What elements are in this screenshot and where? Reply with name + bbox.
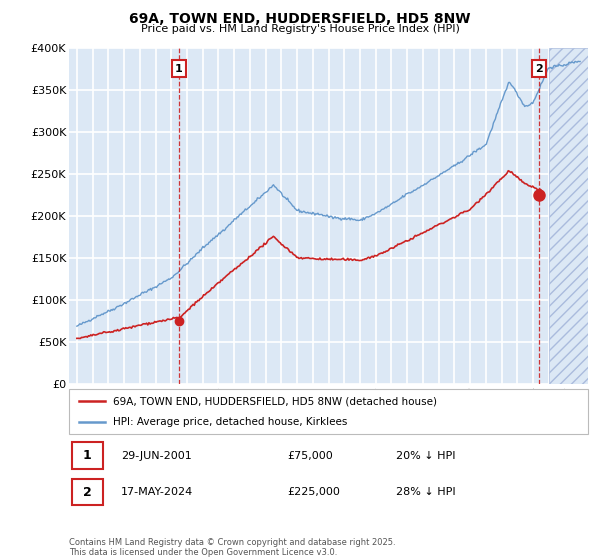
Text: 29-JUN-2001: 29-JUN-2001 [121,451,191,461]
Text: Price paid vs. HM Land Registry's House Price Index (HPI): Price paid vs. HM Land Registry's House … [140,24,460,34]
Text: 20% ↓ HPI: 20% ↓ HPI [396,451,455,461]
Text: 2: 2 [83,486,92,498]
Text: Contains HM Land Registry data © Crown copyright and database right 2025.
This d: Contains HM Land Registry data © Crown c… [69,538,395,557]
Text: 17-MAY-2024: 17-MAY-2024 [121,487,193,497]
Text: 2: 2 [535,64,543,73]
Text: HPI: Average price, detached house, Kirklees: HPI: Average price, detached house, Kirk… [113,417,347,427]
FancyBboxPatch shape [71,479,103,505]
Text: £225,000: £225,000 [287,487,340,497]
Bar [548,48,588,384]
Text: 1: 1 [175,64,183,73]
Text: 1: 1 [83,449,92,462]
Text: 69A, TOWN END, HUDDERSFIELD, HD5 8NW (detached house): 69A, TOWN END, HUDDERSFIELD, HD5 8NW (de… [113,396,437,407]
Text: 69A, TOWN END, HUDDERSFIELD, HD5 8NW: 69A, TOWN END, HUDDERSFIELD, HD5 8NW [129,12,471,26]
Text: 28% ↓ HPI: 28% ↓ HPI [396,487,455,497]
FancyBboxPatch shape [71,442,103,469]
Text: £75,000: £75,000 [287,451,333,461]
FancyBboxPatch shape [69,389,588,434]
